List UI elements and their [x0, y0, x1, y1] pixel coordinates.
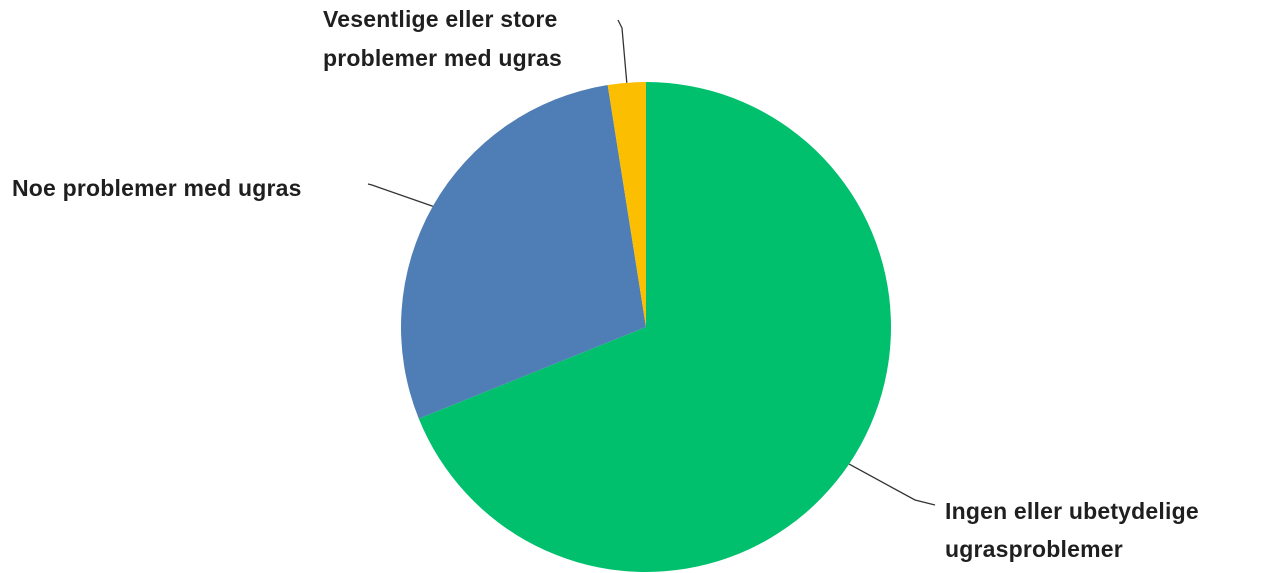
- slice-label-ingen: Ingen eller ubetydelige ugrasproblemer: [945, 498, 1205, 562]
- slice-label-vesentlige-line-2: problemer med ugras: [323, 45, 562, 71]
- slice-label-vesentlige: Vesentlige eller store problemer med ugr…: [323, 6, 564, 71]
- slice-label-noe: Noe problemer med ugras: [12, 175, 302, 201]
- slice-noe: [401, 85, 646, 419]
- slice-label-vesentlige-line-1: Vesentlige eller store: [323, 6, 558, 32]
- leader-lines: [367, 19, 936, 506]
- leader-line-ingen: [848, 463, 936, 506]
- slice-vesentlige: [607, 82, 646, 327]
- slice-label-ingen-line-2: ugrasproblemer: [945, 536, 1123, 562]
- slice-label-noe-line-1: Noe problemer med ugras: [12, 175, 302, 201]
- slice-label-ingen-line-1: Ingen eller ubetydelige: [945, 498, 1199, 524]
- slice-ingen: [418, 82, 892, 572]
- leader-line-vesentlige: [617, 19, 628, 83]
- leader-line-noe: [367, 183, 434, 207]
- pie-slices: [401, 82, 892, 572]
